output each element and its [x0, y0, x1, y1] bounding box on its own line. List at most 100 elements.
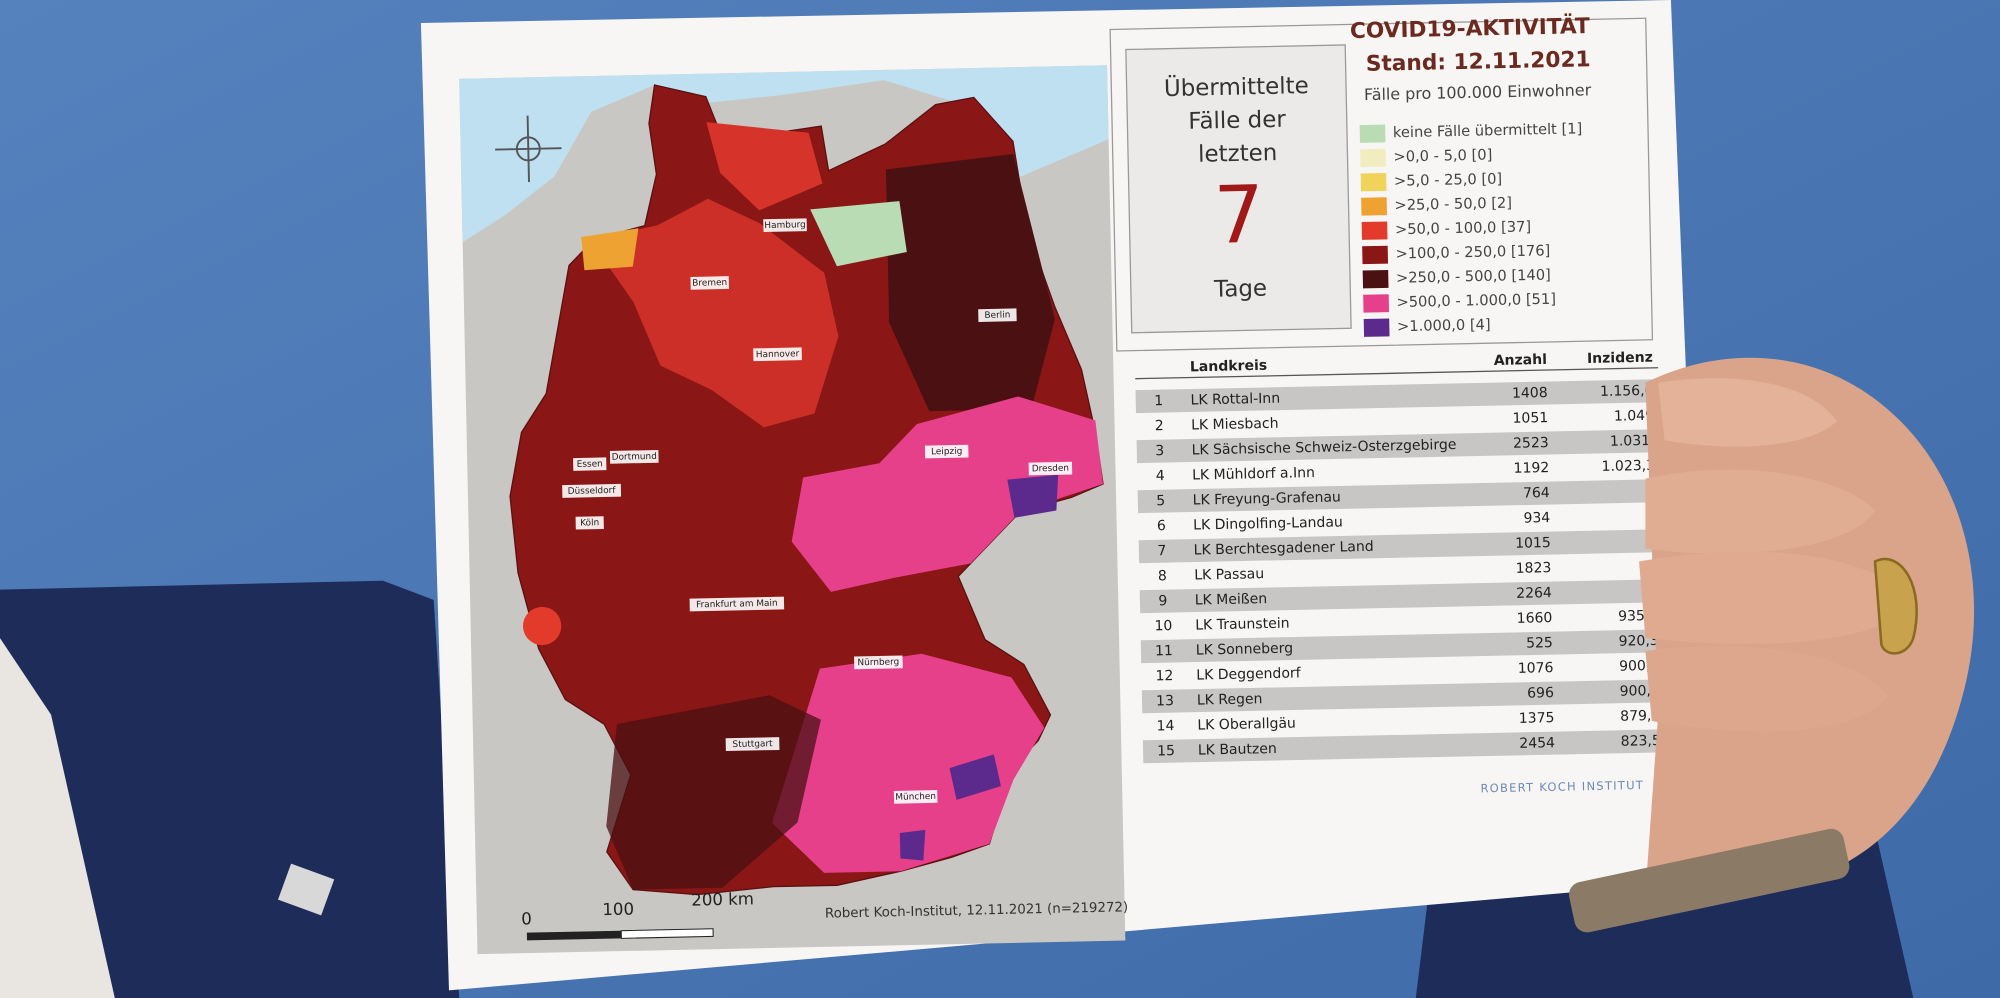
- city-label-bg: [854, 655, 903, 670]
- table-cell: 1015: [1515, 535, 1551, 552]
- table-cell: 1660: [1517, 610, 1553, 627]
- days-text: Fälle der: [1188, 107, 1287, 135]
- sea: [459, 65, 1109, 243]
- table-cell: 1076: [1518, 660, 1554, 677]
- table-cell: LK Deggendorf: [1196, 665, 1302, 683]
- table-header: Inzidenz: [1587, 350, 1653, 367]
- table-cell: 696: [1527, 685, 1554, 702]
- legend-label: >1.000,0 [4]: [1397, 316, 1491, 335]
- legend-label: >5,0 - 25,0 [0]: [1394, 171, 1503, 190]
- table-rule: [1135, 367, 1659, 380]
- city-label: Dresden: [1032, 464, 1069, 475]
- legend-swatch: [1361, 221, 1388, 240]
- table-cell: 15: [1157, 743, 1175, 759]
- table-cell: 2264: [1516, 585, 1552, 602]
- region-red: [593, 198, 839, 428]
- table-cell: 1408: [1512, 385, 1548, 402]
- region-red-north: [706, 122, 823, 211]
- days-text: Übermittelte: [1164, 71, 1309, 102]
- city-label-bg: [573, 457, 607, 471]
- scale-label: 200 km: [691, 889, 754, 909]
- legend-swatch: [1360, 148, 1386, 168]
- city-label-bg: [690, 276, 729, 290]
- table-cell: 1.023,3: [1601, 458, 1655, 475]
- row-band: [1136, 429, 1660, 464]
- table-cell: 1.049: [1614, 408, 1654, 425]
- legend-label: >25,0 - 50,0 [2]: [1394, 195, 1512, 214]
- table-cell: 879,7: [1620, 708, 1660, 725]
- table-cell: LK Dingolfing-Landau: [1193, 514, 1343, 533]
- legend-frame: [1109, 17, 1654, 352]
- region-pink-saxony: [791, 396, 1104, 592]
- table-cell: LK Berchtesgadener Land: [1194, 539, 1374, 559]
- table-cell: LK Passau: [1194, 566, 1264, 583]
- legend-swatch: [1361, 197, 1388, 216]
- city-label: Stuttgart: [732, 739, 773, 750]
- hand: [1569, 357, 1975, 933]
- row-band: [1139, 579, 1664, 614]
- row-band: [1135, 379, 1659, 414]
- table-cell: LK Bautzen: [1198, 741, 1277, 759]
- row-band: [1137, 479, 1661, 514]
- table-cell: 1823: [1516, 560, 1552, 577]
- table-cell: 1.031,: [1610, 433, 1655, 450]
- table-cell: 9: [1158, 593, 1167, 609]
- table-cell: 525: [1526, 635, 1553, 652]
- table-cell: LK Miesbach: [1191, 416, 1279, 434]
- compass: [495, 115, 562, 183]
- table-cell: 2454: [1519, 735, 1555, 752]
- paper-content: Hamburg Bremen Hannover Berlin Essen Dortmund…: [459, 13, 1667, 955]
- city-label-bg: [978, 308, 1017, 322]
- table-cell: 12: [1155, 668, 1173, 684]
- city-label: Köln: [580, 518, 599, 528]
- city-label: München: [895, 792, 936, 803]
- city-label-bg: [753, 347, 802, 362]
- legend-label: >0,0 - 5,0 [0]: [1393, 146, 1492, 165]
- legend-label: >100,0 - 250,0 [176]: [1395, 242, 1550, 262]
- city-label: Frankfurt am Main: [696, 599, 778, 611]
- region-pink-bavaria: [772, 653, 1045, 873]
- city-label-bg: [924, 444, 969, 459]
- legend-swatch: [1363, 294, 1390, 313]
- table-cell: 823,5: [1621, 733, 1661, 750]
- city-label: Essen: [577, 459, 603, 470]
- days-box: [1125, 44, 1352, 334]
- table-cell: 934: [1523, 510, 1550, 527]
- table-cell: 4: [1156, 468, 1165, 484]
- city-label: Hannover: [756, 349, 800, 360]
- days-number: 7: [1213, 169, 1265, 262]
- city-label: Nürnberg: [857, 657, 899, 668]
- city-label: Dortmund: [612, 452, 657, 463]
- table-cell: LK Mühldorf a.Inn: [1192, 465, 1315, 484]
- row-band: [1142, 729, 1667, 764]
- city-label-bg: [609, 449, 659, 464]
- city-label-bg: [562, 483, 622, 498]
- table-cell: 8: [1158, 568, 1167, 584]
- city-label-bg: [575, 516, 604, 530]
- legend-label: >250,0 - 500,0 [140]: [1396, 267, 1551, 287]
- table-cell: 1051: [1512, 410, 1548, 427]
- region-orange: [581, 228, 639, 271]
- region-purple-bavaria: [899, 754, 1001, 861]
- scale-bar: [526, 930, 622, 941]
- table-header: Landkreis: [1190, 358, 1268, 376]
- table-cell: LK Rottal-Inn: [1190, 391, 1280, 409]
- region-red-west: [522, 606, 562, 646]
- city-label-bg: [763, 218, 807, 233]
- table-cell: LK Sonneberg: [1196, 641, 1294, 659]
- region-dark: [885, 154, 1055, 412]
- scale-label: 0: [521, 909, 532, 928]
- table-cell: 2: [1155, 418, 1164, 434]
- table-cell: LK Traunstein: [1195, 616, 1290, 634]
- table-cell: 1375: [1519, 710, 1555, 727]
- legend-label: keine Fälle übermittelt [1]: [1393, 120, 1583, 141]
- table-cell: 7: [1157, 543, 1166, 559]
- city-label: Bremen: [692, 278, 727, 289]
- legend-swatch: [1359, 124, 1386, 143]
- region-purple: [1007, 474, 1059, 518]
- table-cell: 1: [1154, 393, 1163, 409]
- table-cell: 764: [1523, 485, 1550, 502]
- legend-label: >50,0 - 100,0 [37]: [1395, 218, 1532, 238]
- panel-unit: Fälle pro 100.000 Einwohner: [1364, 80, 1592, 104]
